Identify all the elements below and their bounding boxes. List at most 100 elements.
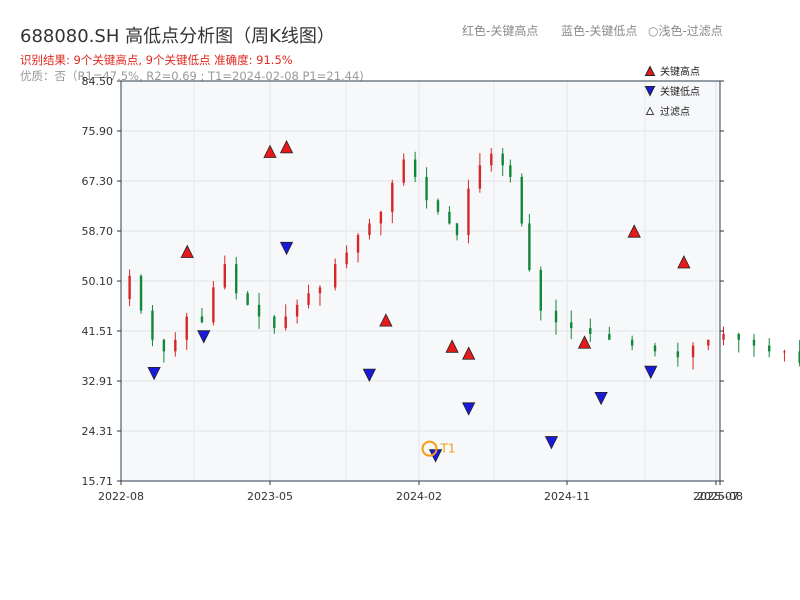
candle-body [235, 264, 238, 294]
quality-summary: 优质：否（R1=47.5%, R2=0.69 ; T1=2024-02-08 P… [20, 69, 364, 83]
candle-body [402, 159, 405, 183]
legend-low-marker [644, 86, 656, 97]
y-tick-label: 41.51 [82, 325, 114, 338]
candle-body [200, 316, 204, 323]
x-tick-label: 2022-08 [98, 490, 144, 503]
key-low-marker [197, 330, 211, 344]
legend-blue-label: 蓝色-关键低点 [561, 24, 638, 38]
candle-body [139, 275, 143, 311]
candle-body [273, 316, 276, 329]
key-low-marker [594, 391, 608, 406]
y-tick-label: 67.30 [82, 175, 114, 188]
chart-legend: 关键高点 关键低点 过滤点 [644, 65, 700, 118]
candle-body [333, 264, 337, 288]
x-tick-label: 2025-07 [693, 490, 739, 503]
candle-body [570, 322, 573, 329]
candle-body [539, 269, 542, 311]
key-low-marker [644, 365, 658, 380]
candle-body [528, 223, 531, 270]
candle-body [307, 293, 310, 305]
axes: 84.50 75.90 67.30 58.70 50.10 41.51 32.91 24.31… [82, 75, 743, 503]
y-tick-label: 58.70 [82, 225, 114, 238]
y-tick-label: 84.50 [82, 75, 114, 88]
candle-body [128, 275, 131, 300]
x-tick-label: 2025-08 [697, 490, 743, 503]
candles [128, 148, 800, 370]
candle-body [413, 159, 417, 177]
candle-body [345, 252, 348, 265]
candle-body [691, 345, 695, 358]
key-high-marker [279, 139, 294, 154]
key-low-marker [147, 366, 161, 381]
candle-body [608, 333, 611, 340]
candle-body [455, 223, 459, 236]
candle-body [768, 345, 771, 352]
y-tick-label: 15.71 [82, 475, 114, 488]
y-tick-label: 32.91 [82, 375, 114, 388]
key-low-marker [544, 436, 559, 450]
candle-body [752, 339, 756, 346]
candle-body [467, 188, 470, 236]
key-high-marker [627, 224, 641, 238]
candle-body [257, 304, 261, 317]
candle-body [425, 176, 428, 201]
candle-body [448, 211, 451, 224]
key-low-marker [462, 402, 476, 416]
chart-title: 688080.SH 高低点分析图（周K线图） [20, 26, 335, 47]
candle-body [284, 316, 287, 329]
key-high-marker [577, 335, 592, 349]
candle-body [798, 351, 800, 364]
t1-circle [421, 440, 438, 457]
key-high-marker [263, 144, 277, 158]
candle-body [653, 345, 657, 352]
key-high-marker [445, 339, 459, 353]
candle-body [379, 211, 383, 224]
candle-body [501, 153, 504, 166]
candle-body [223, 264, 226, 288]
legend-light-label: ○浅色-过滤点 [648, 24, 723, 38]
result-summary: 识别结果: 9个关键高点, 9个关键低点 准确度: 91.5% [20, 53, 293, 67]
candle-body [174, 339, 177, 352]
candle-body [589, 328, 592, 334]
candle-body [162, 339, 166, 352]
plot-border [120, 80, 721, 482]
key-point-markers [147, 139, 691, 463]
key-high-marker [462, 346, 476, 360]
y-tick-label: 24.31 [82, 425, 114, 438]
legend-high-marker [644, 65, 656, 76]
candle-body [436, 200, 440, 212]
candle-body [630, 339, 634, 346]
legend-filtered-marker [645, 106, 655, 115]
candle-body [722, 333, 725, 340]
candle-body [676, 351, 680, 358]
candle-body [478, 165, 482, 189]
y-tick-label: 50.10 [82, 275, 114, 288]
key-high-marker [180, 244, 194, 258]
candle-body [212, 287, 215, 323]
candle-body [707, 339, 710, 346]
key-high-marker [379, 313, 393, 327]
candle-body [490, 153, 493, 166]
x-tick-label: 2024-11 [544, 490, 590, 503]
key-low-marker [362, 368, 376, 382]
legend-low-label: 关键低点 [660, 85, 700, 98]
candle-body [391, 182, 394, 212]
candle-body [368, 223, 371, 236]
candle-body [318, 287, 322, 294]
x-tick-label: 2023-05 [247, 490, 293, 503]
candle-body [554, 310, 558, 323]
legend-filtered-label: 过滤点 [660, 105, 690, 118]
t1-label: T1 [440, 442, 456, 456]
legend-high-label: 关键高点 [660, 65, 700, 78]
candle-body [783, 351, 786, 353]
legend-red-label: 红色-关键高点 [462, 24, 539, 38]
y-tick-label: 75.90 [82, 125, 114, 138]
key-high-marker [677, 255, 691, 269]
x-tick-label: 2024-02 [396, 490, 442, 503]
candle-body [356, 235, 360, 253]
candle-body [509, 165, 512, 177]
candle-body [185, 316, 188, 340]
candle-body [151, 310, 154, 340]
candle-body [520, 176, 523, 224]
